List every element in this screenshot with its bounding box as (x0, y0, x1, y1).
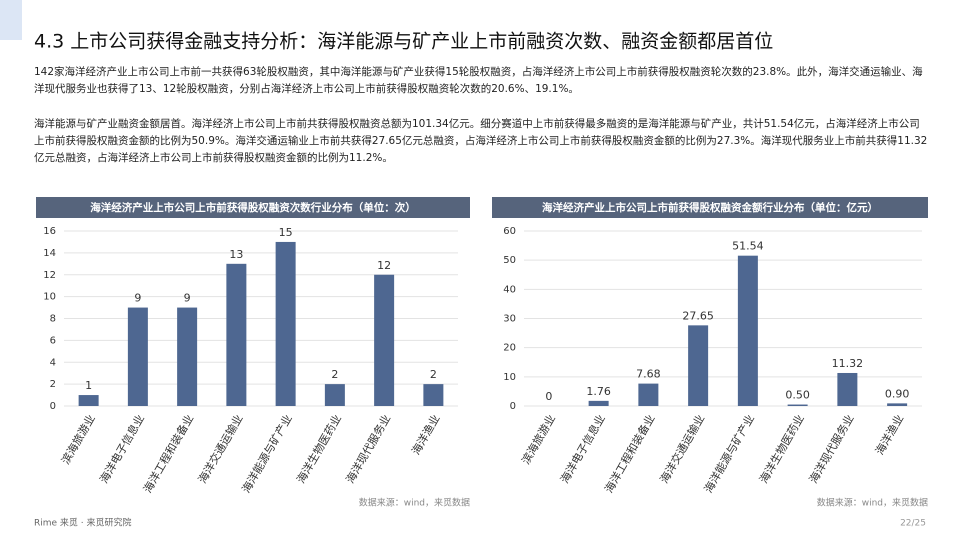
data-label: 7.68 (636, 368, 661, 381)
data-label: 0.50 (785, 389, 810, 402)
chart-header (492, 197, 928, 218)
bar (226, 263, 247, 406)
x-tick-label: 滨海旅游业 (58, 412, 98, 467)
data-label: 13 (229, 248, 243, 261)
x-tick-label: 滨海旅游业 (518, 412, 558, 467)
y-tick-label: 0 (50, 401, 56, 412)
y-tick-label: 2 (50, 379, 56, 390)
y-tick-label: 30 (503, 314, 516, 325)
data-label: 1 (85, 379, 92, 392)
y-tick-label: 6 (50, 335, 56, 346)
data-label: 12 (377, 259, 391, 272)
data-label: 1.76 (586, 385, 611, 398)
x-tick-label: 海洋现代服务业 (343, 412, 394, 486)
data-label: 0.90 (885, 387, 910, 400)
y-tick-label: 12 (43, 270, 56, 281)
x-tick-label: 海洋交通运输业 (657, 412, 708, 486)
bar (588, 400, 609, 406)
page-title: 4.3 上市公司获得金融支持分析：海洋能源与矿产业上市前融资次数、融资金额都居首… (34, 31, 773, 53)
x-tick-label: 海洋交通运输业 (195, 412, 246, 486)
bar (688, 325, 709, 406)
bar (177, 307, 198, 406)
x-tick-label: 海洋渔业 (872, 412, 906, 457)
source: 数据来源：wind，来觅数据 (817, 497, 928, 509)
data-label: 9 (134, 292, 141, 305)
bar (423, 384, 444, 406)
y-tick-label: 20 (503, 343, 516, 354)
x-tick-label: 海洋现代服务业 (806, 412, 857, 486)
x-tick-label: 海洋电子信息业 (557, 412, 608, 486)
source: 数据来源：wind，来觅数据 (359, 497, 470, 509)
data-label: 11.32 (832, 357, 864, 370)
chart-title: 海洋经济产业上市公司上市前获得股权融资金额行业分布（单位：亿元） (542, 201, 878, 214)
x-tick-label: 海洋电子信息业 (96, 412, 147, 486)
x-tick-label: 海洋能源与矿产业 (239, 412, 295, 495)
bar (887, 403, 908, 406)
paragraph: 142家海洋经济产业上市公司上市前一共获得63轮股权融资，其中海洋能源与矿产业获… (34, 66, 923, 95)
y-tick-label: 16 (43, 226, 56, 237)
x-tick-label: 海洋渔业 (408, 412, 442, 457)
page-number: 22/25 (900, 519, 926, 529)
bar (837, 372, 858, 406)
y-tick-label: 50 (503, 255, 516, 266)
bar (127, 307, 148, 406)
data-label: 9 (184, 292, 191, 305)
data-label: 51.54 (732, 240, 764, 253)
bar (787, 404, 808, 406)
x-tick-label: 海洋生物医药业 (756, 412, 807, 486)
bar (638, 383, 659, 406)
bar (324, 384, 345, 406)
y-tick-label: 14 (43, 248, 56, 259)
decor (0, 0, 22, 40)
footer-brand: Rime 来觅 · 来觅研究院 (34, 517, 132, 529)
y-tick-label: 10 (503, 372, 516, 383)
y-tick-label: 4 (50, 357, 56, 368)
x-tick-label: 海洋工程和装备业 (140, 412, 196, 495)
y-tick-label: 10 (43, 292, 56, 303)
x-tick-label: 海洋工程和装备业 (601, 412, 657, 495)
data-label: 2 (331, 368, 338, 381)
y-tick-label: 60 (503, 226, 516, 237)
data-label: 15 (279, 226, 293, 239)
bar (275, 241, 296, 406)
y-tick-label: 40 (503, 284, 516, 295)
chart-title: 海洋经济产业上市公司上市前获得股权融资次数行业分布（单位：次） (90, 201, 416, 214)
bar (78, 395, 99, 406)
bar (737, 255, 758, 406)
bar (374, 274, 395, 406)
y-tick-label: 0 (510, 401, 516, 412)
data-label: 0 (545, 390, 552, 403)
y-tick-label: 8 (50, 314, 56, 325)
paragraph: 海洋能源与矿产业融资金额居首。海洋经济上市公司上市前共获得股权融资总额为101.… (34, 118, 928, 164)
data-label: 2 (430, 368, 437, 381)
data-label: 27.65 (682, 309, 714, 322)
x-tick-label: 海洋生物医药业 (293, 412, 344, 486)
chart-header (36, 197, 470, 218)
x-tick-label: 海洋能源与矿产业 (701, 412, 757, 495)
